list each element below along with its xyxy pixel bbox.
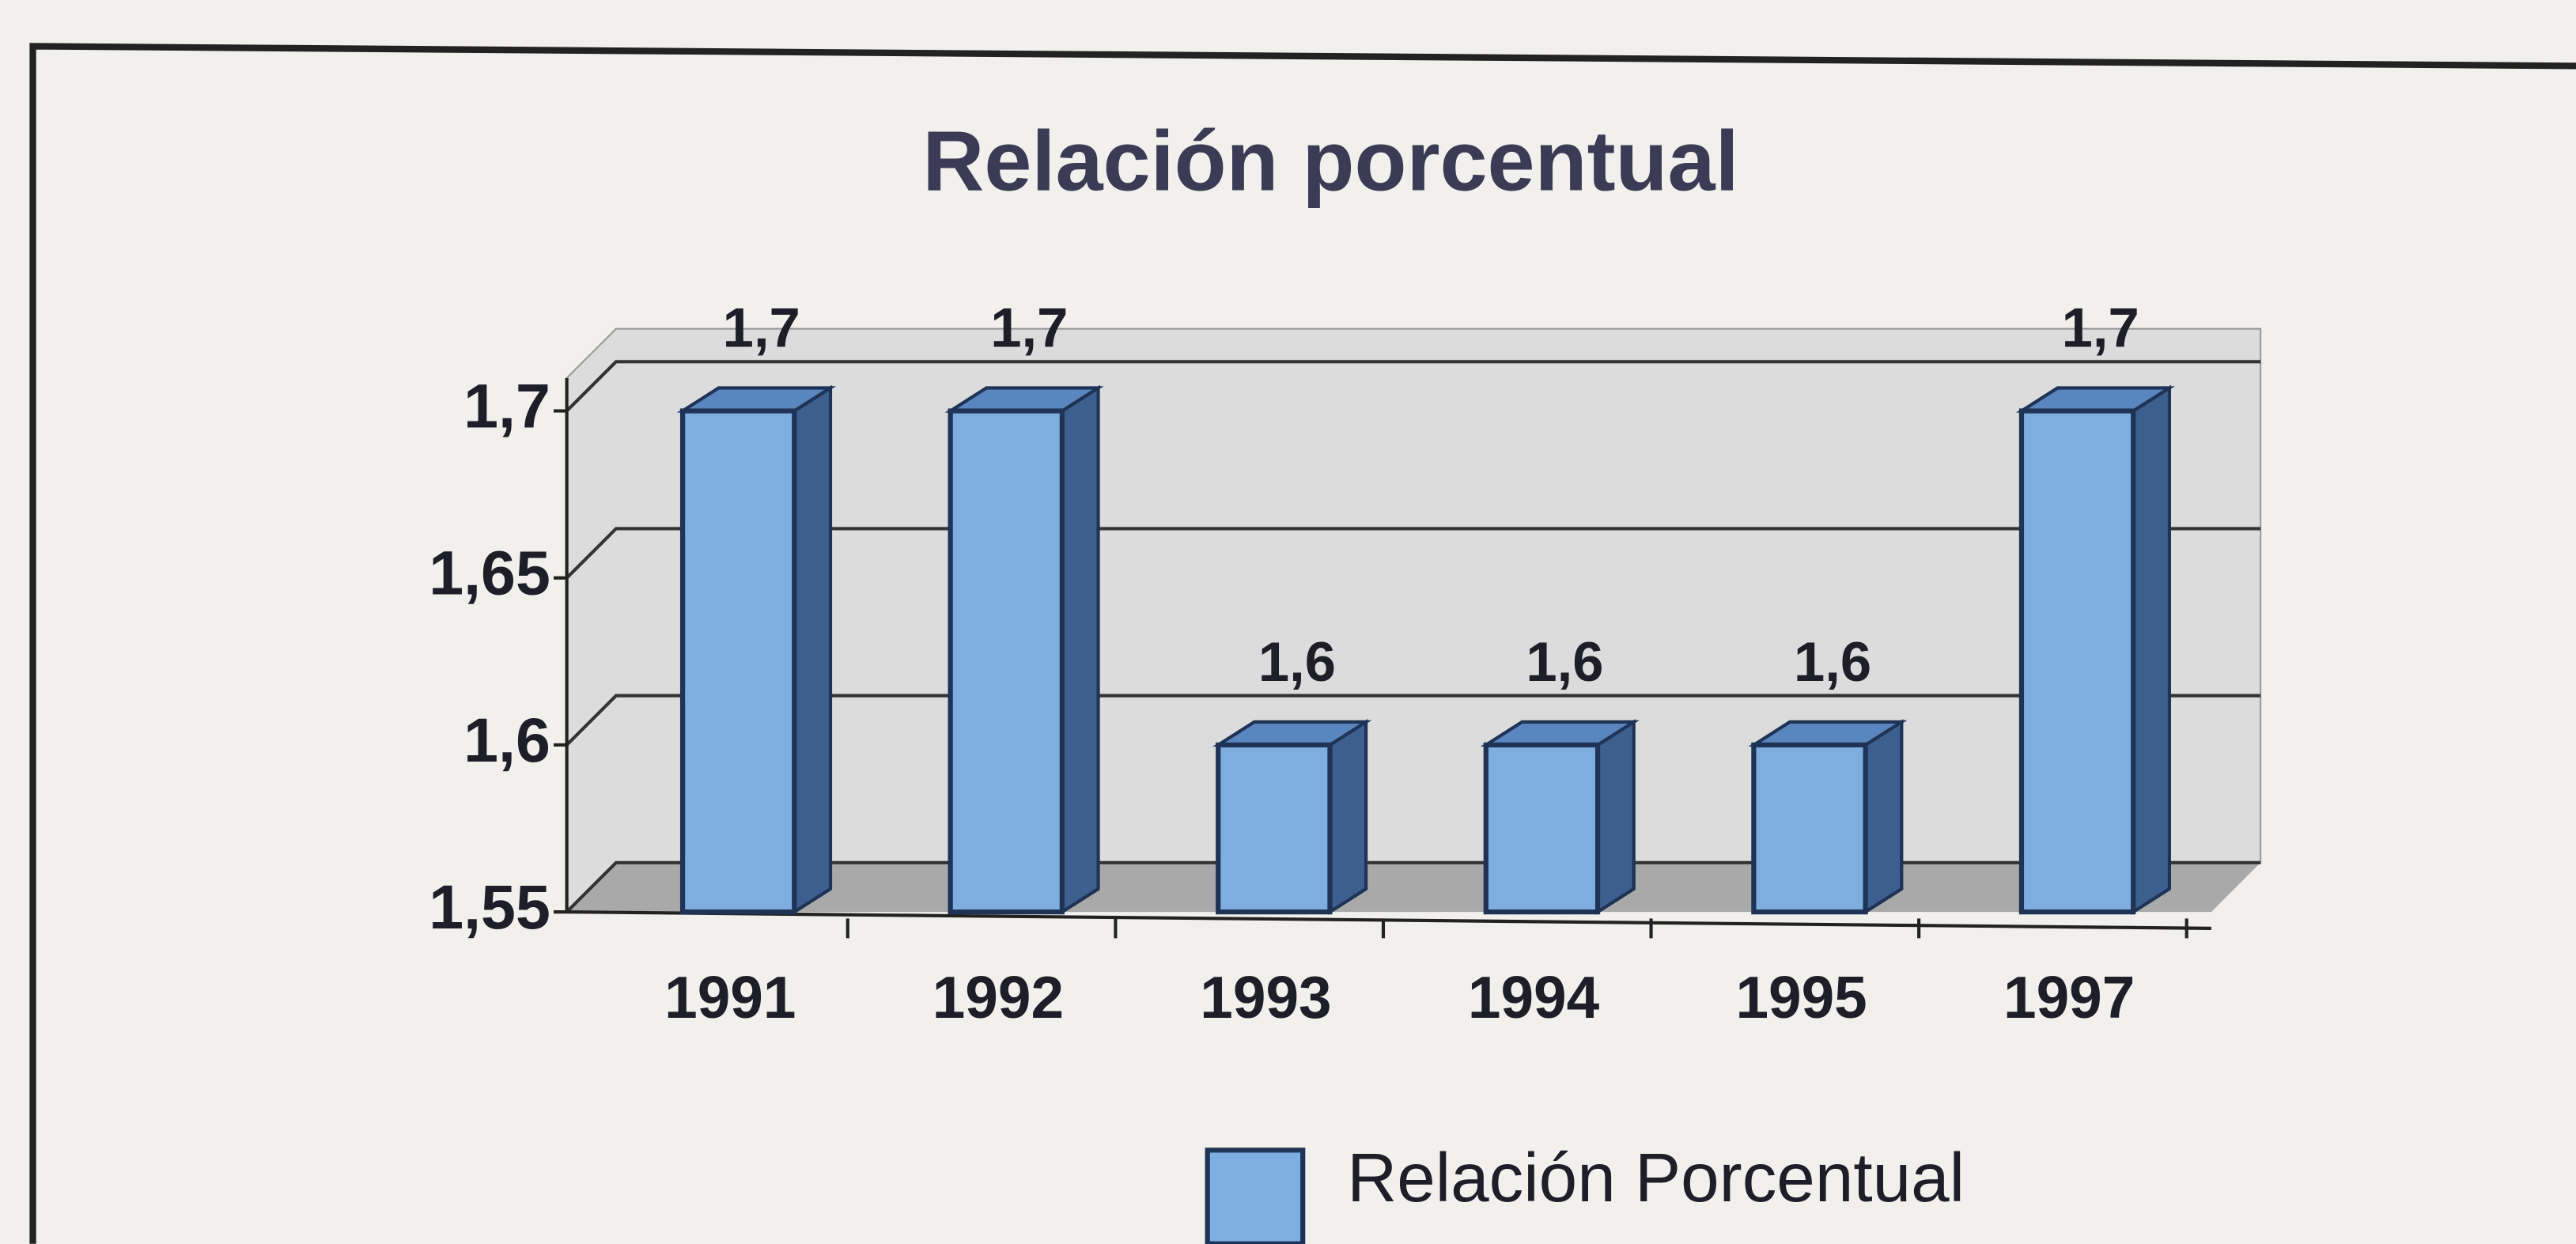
bar-face [1216, 742, 1333, 915]
y-tick-label: 1,65 [429, 539, 550, 608]
bar-face [948, 408, 1065, 915]
y-tick-label: 1,55 [429, 872, 550, 942]
grid-line [566, 860, 2261, 913]
y-tick-label: 1,7 [463, 371, 550, 441]
data-label: 1,7 [723, 297, 800, 359]
bar-face [1060, 384, 1100, 915]
bar [944, 384, 1104, 915]
x-tick-label: 1997 [2003, 964, 2135, 1030]
x-tick-label: 1991 [664, 964, 796, 1030]
x-tick-label: 1993 [1200, 964, 1331, 1030]
bar-face [2132, 384, 2171, 915]
bar [1480, 719, 1640, 915]
x-tick-label: 1992 [932, 964, 1064, 1030]
bar [1212, 719, 1372, 915]
data-label: 1,6 [1794, 630, 1871, 693]
bar-face [1751, 742, 1868, 915]
x-tick-label: 1995 [1735, 964, 1867, 1030]
bar [2015, 384, 2176, 915]
grid-line [566, 360, 2261, 413]
grid-line [566, 694, 2261, 747]
bar-face [1863, 719, 1904, 915]
bar-face [1328, 719, 1368, 915]
data-label: 1,7 [990, 297, 1068, 359]
bar [1748, 719, 1908, 915]
x-axis [566, 910, 2211, 930]
bar-face [2018, 408, 2136, 915]
frame [29, 43, 2576, 1244]
bar-face [1595, 719, 1636, 915]
bar-face [1483, 742, 1601, 915]
data-label: 1,7 [2062, 297, 2139, 359]
y-tick-label: 1,6 [463, 705, 550, 775]
data-label: 1,6 [1526, 630, 1603, 693]
data-label: 1,6 [1258, 630, 1336, 693]
bar [676, 384, 837, 915]
x-tick-label: 1994 [1468, 964, 1600, 1030]
legend-swatch [1205, 1148, 1306, 1244]
chart-title: Relación porcentual [922, 113, 1738, 209]
legend-label: Relación Porcentual [1347, 1140, 1965, 1216]
bar-face [792, 384, 833, 915]
bar-face [679, 408, 797, 915]
grid-line [566, 527, 2261, 580]
